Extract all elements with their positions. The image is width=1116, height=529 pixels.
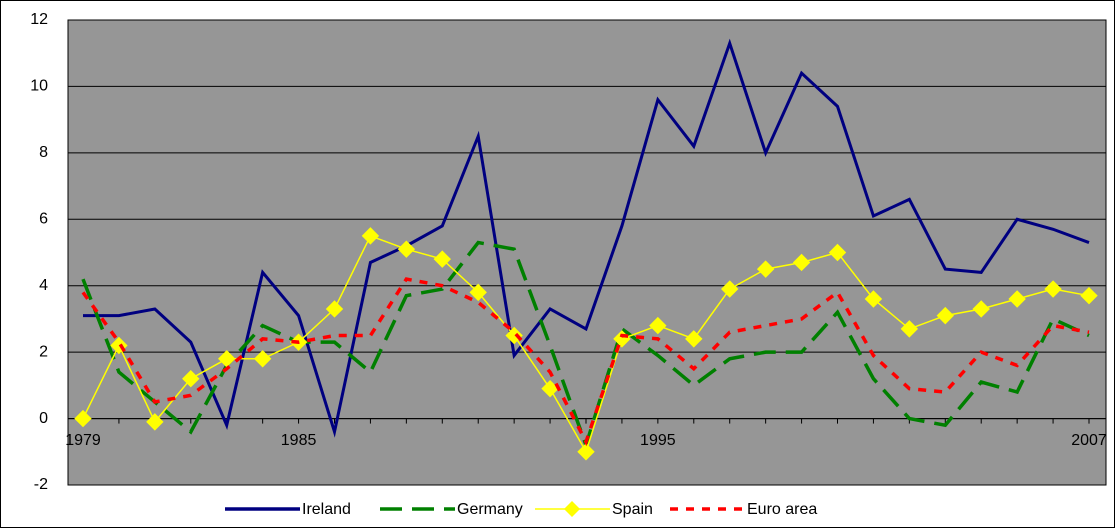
point-marker [1044, 280, 1062, 298]
point-marker [505, 326, 523, 345]
point-marker [253, 350, 272, 368]
x-tick-label: 1995 [640, 432, 676, 449]
series-line [81, 277, 1090, 447]
point-marker [792, 253, 811, 272]
legend-label: Ireland [302, 501, 351, 518]
point-marker [397, 240, 416, 258]
x-tick-label: 1985 [281, 432, 317, 449]
point-marker [433, 250, 451, 268]
y-tick-label: 0 [39, 410, 48, 427]
y-tick-label: 2 [39, 343, 48, 360]
point-marker [146, 413, 164, 431]
point-marker [74, 409, 92, 428]
legend-label: Germany [457, 501, 523, 518]
point-marker [685, 330, 703, 348]
point-marker [469, 283, 487, 302]
point-marker [1008, 290, 1026, 308]
plot-area [67, 19, 1107, 486]
x-tick-label: 1979 [65, 432, 101, 449]
point-marker [972, 300, 990, 318]
point-marker [900, 320, 919, 338]
x-tick-label: 2007 [1071, 432, 1107, 449]
point-marker [182, 370, 200, 388]
point-marker [828, 243, 847, 262]
point-marker [1080, 286, 1098, 305]
point-marker [864, 290, 883, 308]
legend-label: Euro area [747, 501, 817, 518]
point-marker [936, 306, 954, 325]
y-tick-label: 8 [39, 144, 48, 161]
y-tick-label: 10 [30, 78, 48, 95]
y-tick-label: 12 [30, 11, 48, 28]
point-marker [577, 443, 595, 461]
y-tick-label: 6 [39, 211, 48, 228]
point-marker [649, 316, 667, 335]
point-marker [325, 300, 344, 318]
point-marker [756, 260, 775, 278]
y-tick-label: -2 [34, 476, 48, 493]
point-marker [361, 227, 380, 245]
legend-marker [564, 501, 580, 517]
series-line [83, 38, 1090, 438]
legend-label: Spain [612, 501, 653, 518]
point-marker [721, 280, 739, 298]
y-tick-label: 4 [39, 277, 48, 294]
